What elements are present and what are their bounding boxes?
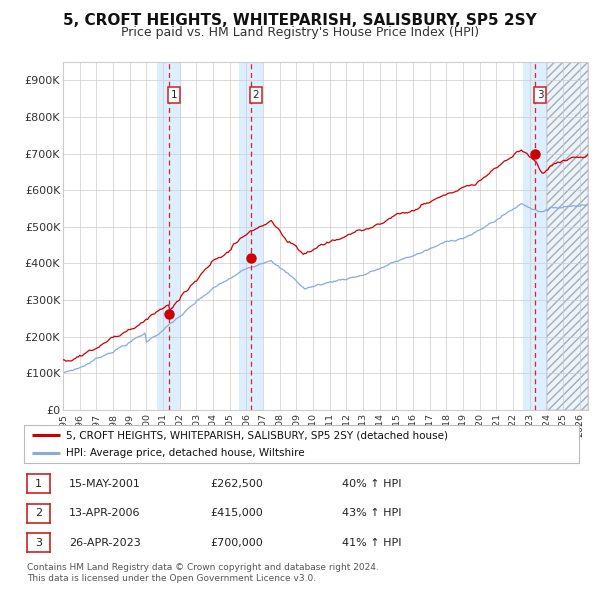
Text: 41% ↑ HPI: 41% ↑ HPI <box>342 538 401 548</box>
Text: This data is licensed under the Open Government Licence v3.0.: This data is licensed under the Open Gov… <box>27 574 316 583</box>
Text: £700,000: £700,000 <box>210 538 263 548</box>
Text: 1: 1 <box>35 479 42 489</box>
Bar <box>523 62 547 410</box>
Bar <box>547 62 588 410</box>
Text: 2: 2 <box>253 90 259 100</box>
Text: 5, CROFT HEIGHTS, WHITEPARISH, SALISBURY, SP5 2SY (detached house): 5, CROFT HEIGHTS, WHITEPARISH, SALISBURY… <box>65 430 448 440</box>
Text: 3: 3 <box>35 538 42 548</box>
Text: £262,500: £262,500 <box>210 479 263 489</box>
Text: HPI: Average price, detached house, Wiltshire: HPI: Average price, detached house, Wilt… <box>65 448 304 458</box>
Text: 5, CROFT HEIGHTS, WHITEPARISH, SALISBURY, SP5 2SY: 5, CROFT HEIGHTS, WHITEPARISH, SALISBURY… <box>63 13 537 28</box>
Text: 2: 2 <box>35 509 42 518</box>
Bar <box>547 62 588 410</box>
Text: Price paid vs. HM Land Registry's House Price Index (HPI): Price paid vs. HM Land Registry's House … <box>121 26 479 39</box>
Text: 1: 1 <box>171 90 178 100</box>
Text: 15-MAY-2001: 15-MAY-2001 <box>69 479 141 489</box>
Text: 3: 3 <box>536 90 544 100</box>
Text: 13-APR-2006: 13-APR-2006 <box>69 509 140 518</box>
Bar <box>239 62 263 410</box>
Bar <box>157 62 181 410</box>
Text: 43% ↑ HPI: 43% ↑ HPI <box>342 509 401 518</box>
Text: £415,000: £415,000 <box>210 509 263 518</box>
Text: Contains HM Land Registry data © Crown copyright and database right 2024.: Contains HM Land Registry data © Crown c… <box>27 563 379 572</box>
Text: 26-APR-2023: 26-APR-2023 <box>69 538 141 548</box>
Text: 40% ↑ HPI: 40% ↑ HPI <box>342 479 401 489</box>
